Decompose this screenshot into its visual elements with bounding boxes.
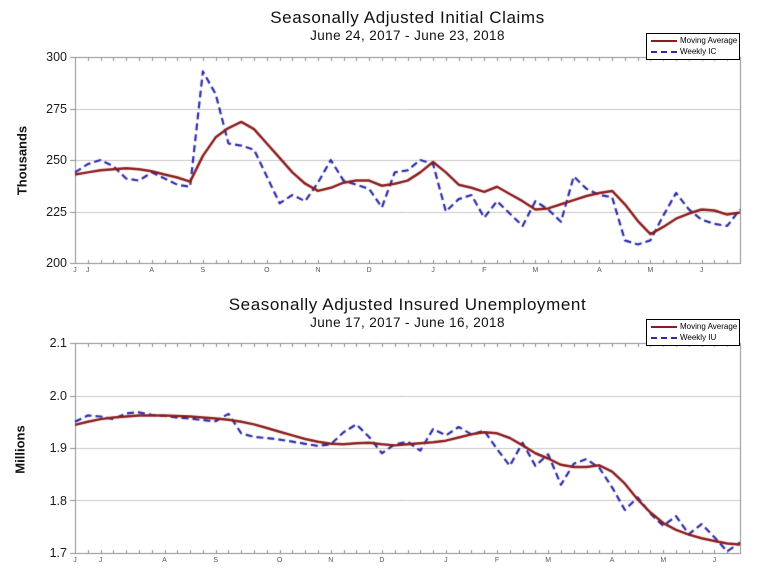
x-tick-label: M	[532, 267, 539, 274]
x-tick-label: N	[328, 557, 334, 564]
y-tick-label: 200	[46, 256, 67, 270]
x-tick-label: M	[545, 557, 552, 564]
y-tick-label: 1.7	[49, 546, 67, 560]
insured-unemployment-title: Seasonally Adjusted Insured Unemployment	[228, 295, 587, 314]
x-tick-label: J	[73, 267, 77, 274]
x-tick-label: F	[494, 557, 500, 564]
legend-label-weekly-iu: Weekly IU	[680, 333, 717, 342]
y-tick-label: 2.1	[49, 336, 67, 350]
x-tick-label: A	[609, 557, 615, 564]
y-tick-label: 300	[46, 50, 67, 64]
initial-claims-legend: Moving Average Weekly IC	[646, 33, 740, 60]
x-tick-label: S	[200, 267, 206, 274]
weekly-ic-dashed-line-swatch	[651, 50, 677, 53]
x-tick-label: N	[315, 267, 321, 274]
x-tick-label: J	[73, 557, 77, 564]
x-tick-label: J	[98, 557, 103, 564]
x-tick-label: J	[699, 267, 704, 274]
x-tick-label: A	[149, 267, 155, 274]
initial-claims-plot-canvas	[0, 0, 773, 292]
x-tick-label: D	[379, 557, 385, 564]
initial-claims-chart: Seasonally Adjusted Initial Claims June …	[0, 0, 773, 292]
y-tick-label: 1.9	[49, 441, 67, 455]
legend-label-moving-average: Moving Average	[680, 36, 738, 45]
y-tick-label: 225	[46, 204, 67, 219]
legend-item-moving-average: Moving Average	[651, 35, 738, 46]
insured-unemployment-legend: Moving Average Weekly IU	[646, 319, 740, 346]
legend-label-moving-average: Moving Average	[680, 322, 738, 331]
insured-unemployment-plot-canvas	[0, 292, 773, 584]
legend-label-weekly-ic: Weekly IC	[680, 47, 717, 56]
insured-unemployment-chart: Seasonally Adjusted Insured Unemployment…	[0, 292, 773, 584]
x-tick-label: A	[596, 267, 602, 274]
x-tick-label: F	[482, 267, 487, 274]
x-tick-label: J	[712, 557, 717, 564]
legend-item-weekly-ic: Weekly IC	[651, 46, 736, 57]
insured-unemployment-subtitle: June 17, 2017 - June 16, 2018	[310, 315, 505, 330]
moving-average-line-swatch	[651, 39, 677, 42]
moving-average-line-swatch	[651, 325, 677, 328]
x-tick-label: M	[660, 557, 667, 564]
legend-item-moving-average: Moving Average	[651, 321, 738, 332]
x-tick-label: O	[264, 267, 270, 274]
y-tick-label: 2.0	[49, 388, 67, 403]
initial-claims-title: Seasonally Adjusted Initial Claims	[270, 8, 545, 27]
weekly-iu-dashed-line-swatch	[651, 336, 677, 339]
y-tick-label: 250	[46, 153, 67, 167]
x-tick-label: D	[366, 267, 372, 274]
x-tick-label: J	[444, 557, 448, 564]
initial-claims-subtitle: June 24, 2017 - June 23, 2018	[310, 28, 505, 43]
x-tick-label: J	[431, 267, 435, 274]
y-tick-label: 1.8	[49, 493, 67, 508]
x-tick-label: A	[162, 557, 167, 564]
y-tick-label: 275	[46, 101, 67, 116]
legend-item-weekly-iu: Weekly IU	[651, 332, 736, 343]
x-tick-label: O	[276, 557, 283, 564]
x-tick-label: S	[213, 557, 218, 564]
x-tick-label: M	[647, 267, 654, 274]
x-tick-label: J	[86, 267, 90, 274]
